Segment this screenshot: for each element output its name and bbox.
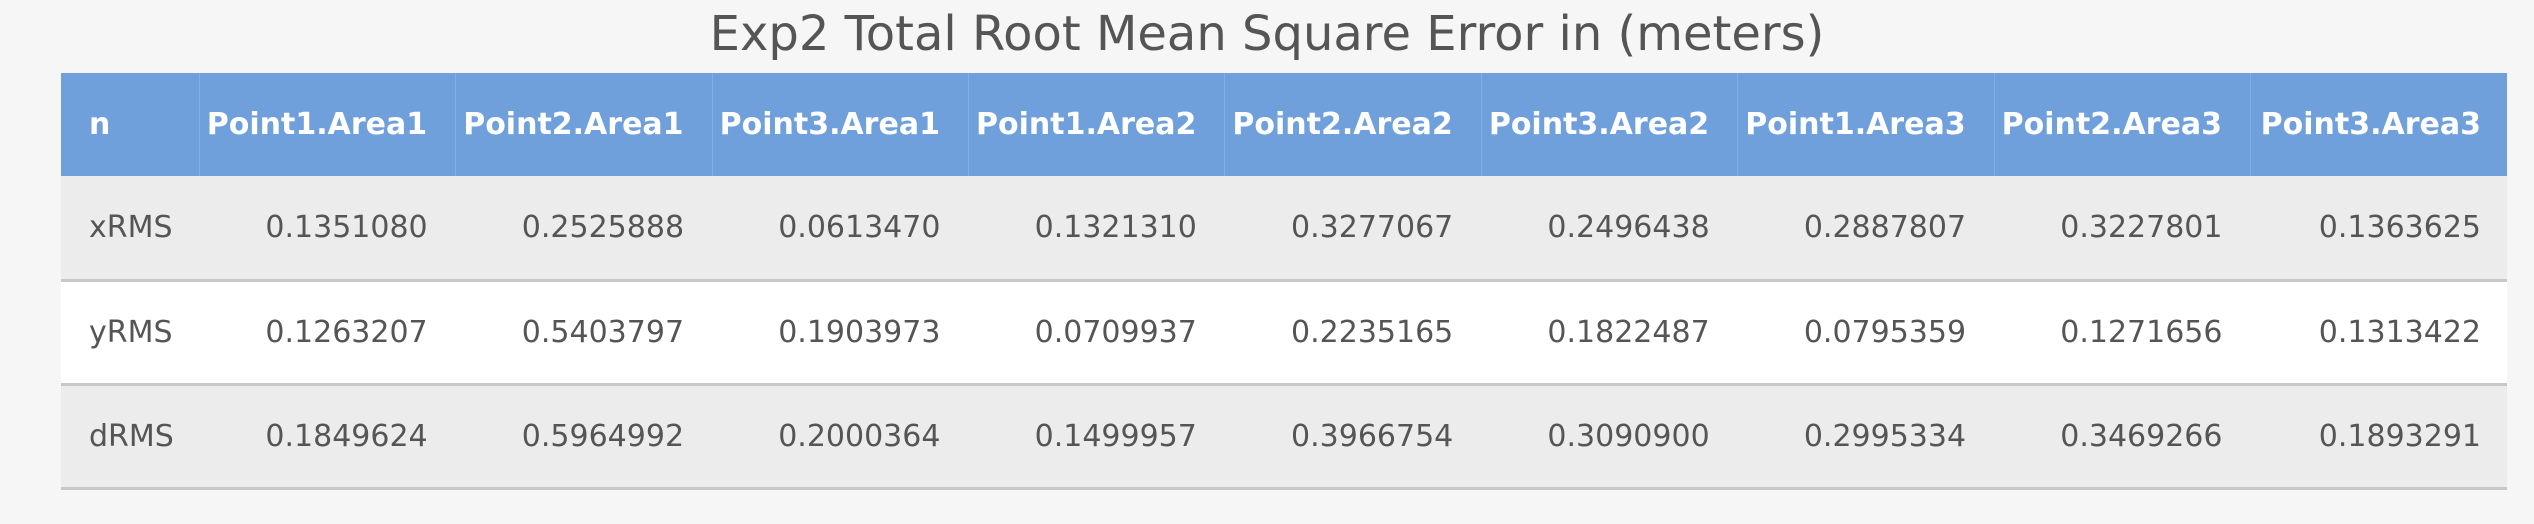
table-cell: 0.0709937	[968, 280, 1225, 386]
table-cell: 0.1903973	[712, 280, 969, 386]
table-cell: 0.3469266	[1994, 384, 2251, 490]
table-row-yrms: yRMS 0.1263207 0.5403797 0.1903973 0.070…	[61, 280, 2507, 386]
table-cell: 0.5403797	[455, 280, 713, 386]
table-row-drms: dRMS 0.1849624 0.5964992 0.2000364 0.149…	[61, 384, 2507, 490]
table-cell: 0.1313422	[2250, 280, 2507, 386]
rmse-table: n Point1.Area1 Point2.Area1 Point3.Area1…	[61, 73, 2507, 490]
column-header-point1-area3: Point1.Area3	[1737, 73, 1995, 176]
row-label: dRMS	[61, 384, 200, 490]
table-cell: 0.1499957	[968, 384, 1225, 490]
column-header-n: n	[61, 73, 200, 176]
table-cell: 0.3227801	[1994, 176, 2251, 282]
table-cell: 0.2235165	[1224, 280, 1482, 386]
table-cell: 0.1321310	[968, 176, 1225, 282]
table-title: Exp2 Total Root Mean Square Error in (me…	[709, 6, 1825, 62]
table-cell: 0.1893291	[2250, 384, 2507, 490]
table-cell: 0.2525888	[455, 176, 713, 282]
table-cell: 0.0613470	[712, 176, 969, 282]
row-label: xRMS	[61, 176, 200, 282]
table-body: xRMS 0.1351080 0.2525888 0.0613470 0.132…	[61, 176, 2507, 490]
table-cell: 0.1351080	[199, 176, 456, 282]
column-header-point1-area2: Point1.Area2	[968, 73, 1226, 176]
table-cell: 0.2995334	[1737, 384, 1995, 490]
column-header-point2-area3: Point2.Area3	[1994, 73, 2251, 176]
table-cell: 0.5964992	[455, 384, 713, 490]
table-cell: 0.2887807	[1737, 176, 1995, 282]
table-header: n Point1.Area1 Point2.Area1 Point3.Area1…	[61, 73, 2507, 176]
table-cell: 0.3277067	[1224, 176, 1482, 282]
table-cell: 0.1263207	[199, 280, 456, 386]
column-header-point3-area2: Point3.Area2	[1481, 73, 1739, 176]
column-header-point2-area1: Point2.Area1	[455, 73, 713, 176]
table-cell: 0.3966754	[1224, 384, 1482, 490]
row-label: yRMS	[61, 280, 200, 386]
table-cell: 0.2000364	[712, 384, 969, 490]
column-header-point3-area3: Point3.Area3	[2250, 73, 2507, 176]
table-cell: 0.1363625	[2250, 176, 2507, 282]
header-row: n Point1.Area1 Point2.Area1 Point3.Area1…	[61, 73, 2507, 176]
table-cell: 0.1849624	[199, 384, 456, 490]
table-cell: 0.3090900	[1481, 384, 1738, 490]
table-row-xrms: xRMS 0.1351080 0.2525888 0.0613470 0.132…	[61, 176, 2507, 282]
column-header-point1-area1: Point1.Area1	[199, 73, 457, 176]
table-cell: 0.1822487	[1481, 280, 1738, 386]
table-cell: 0.2496438	[1481, 176, 1738, 282]
column-header-point2-area2: Point2.Area2	[1224, 73, 1482, 176]
column-header-point3-area1: Point3.Area1	[712, 73, 969, 176]
table-cell: 0.1271656	[1994, 280, 2251, 386]
table-cell: 0.0795359	[1737, 280, 1995, 386]
